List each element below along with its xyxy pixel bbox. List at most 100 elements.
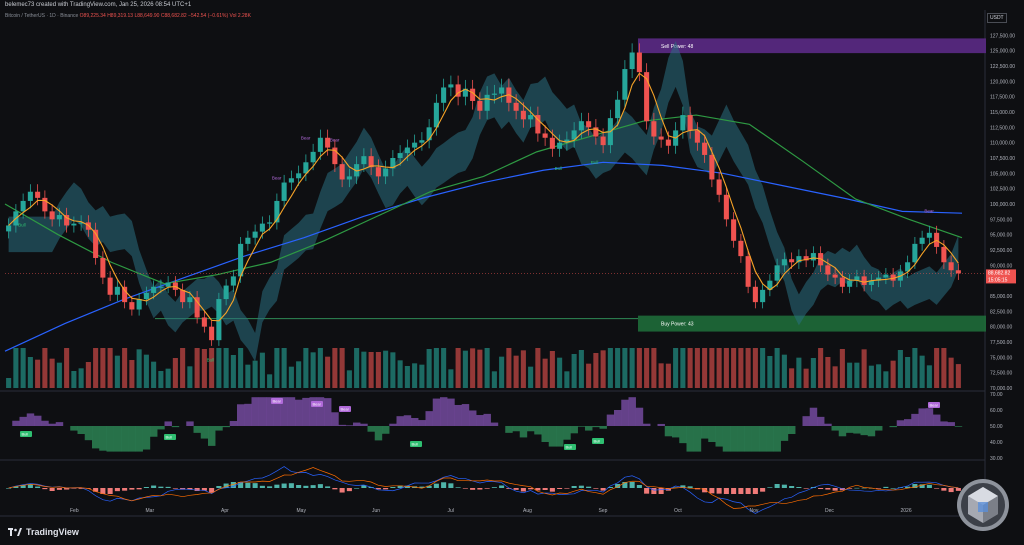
osc-bar — [838, 426, 847, 437]
osc-bar — [302, 397, 310, 426]
osc-bar — [751, 426, 760, 452]
macd-bar — [129, 488, 135, 490]
candle — [194, 290, 200, 324]
candle-body — [825, 265, 831, 275]
candle-body — [397, 153, 403, 158]
price-signal-label: Bull — [591, 160, 599, 165]
osc-bar — [577, 426, 586, 427]
candle — [752, 280, 758, 309]
osc-signal-label: Bull — [412, 442, 419, 447]
volume-bar — [419, 364, 425, 388]
macd-bar — [238, 482, 244, 488]
candle — [216, 292, 222, 346]
candle-body — [651, 121, 657, 137]
y-tick-label: 122,500.00 — [990, 64, 1015, 70]
volume-bar — [789, 368, 795, 388]
tradingview-brand[interactable]: TradingView — [8, 527, 79, 537]
volume-bar — [600, 350, 606, 388]
volume-bar — [876, 364, 882, 388]
y-tick-label: 127,500.00 — [990, 33, 1015, 39]
sell-power-zone: Sell Power: 48 — [638, 38, 986, 54]
osc-signal-badge — [928, 402, 940, 408]
oscillator-area — [12, 397, 963, 452]
macd-bar — [564, 488, 570, 489]
candle-body — [129, 302, 135, 310]
macd-bar — [419, 486, 425, 488]
candle — [636, 43, 642, 82]
candle-body — [158, 286, 164, 288]
osc-bar — [403, 415, 412, 426]
volume-bar — [390, 352, 396, 388]
macd-bar — [796, 487, 802, 488]
volume-bar — [506, 348, 512, 388]
candle — [876, 271, 882, 288]
macd-bar — [854, 487, 860, 489]
volume-bar — [252, 360, 258, 388]
candle-body — [513, 102, 519, 111]
osc-tick-label: 30.00 — [990, 456, 1003, 462]
candle-body — [709, 154, 715, 180]
candle — [868, 274, 874, 292]
symbol-name[interactable]: Bitcoin / TetherUS · 1D · Binance — [5, 13, 79, 19]
candle — [803, 249, 809, 268]
candle — [274, 193, 280, 230]
osc-bar — [193, 426, 201, 433]
macd-bar — [586, 486, 592, 488]
osc-bar — [345, 425, 354, 426]
ma-green-line — [4, 114, 963, 285]
osc-signal-label: Bull — [594, 439, 601, 444]
volume-bar — [673, 348, 679, 388]
candle — [629, 43, 635, 79]
candle — [542, 125, 548, 146]
osc-bar — [396, 416, 404, 426]
volume-bar — [774, 348, 780, 388]
macd-bar — [42, 488, 48, 490]
candle-body — [716, 179, 722, 195]
currency-label[interactable]: USDT — [987, 13, 1007, 23]
candle — [368, 148, 374, 176]
y-tick-label: 115,000.00 — [990, 110, 1015, 116]
osc-signal-badge — [410, 441, 422, 447]
volume-bar — [172, 358, 178, 388]
osc-bar — [150, 426, 158, 437]
candle-body — [528, 115, 534, 120]
candle — [890, 268, 896, 288]
volume-bar — [223, 348, 229, 388]
candle-body — [56, 215, 62, 220]
macd-bar — [941, 488, 947, 491]
osc-bar — [106, 426, 114, 452]
osc-bar — [266, 397, 274, 426]
macd-bar — [281, 483, 287, 488]
osc-bar — [469, 410, 477, 426]
candle — [825, 258, 831, 282]
y-tick-label: 77,500.00 — [990, 340, 1012, 346]
candle-body — [136, 299, 142, 310]
volume-bar — [346, 370, 352, 388]
macd-bar — [890, 488, 896, 489]
candle — [723, 187, 729, 227]
candle — [578, 112, 584, 139]
volume-bar — [818, 348, 824, 388]
x-tick-label: Mar — [146, 508, 155, 514]
osc-bar — [672, 426, 680, 438]
candle — [499, 78, 505, 103]
osc-bar — [215, 426, 223, 431]
osc-bar — [904, 419, 912, 426]
candle — [883, 268, 889, 285]
candle — [64, 207, 70, 233]
candle-body — [325, 137, 331, 148]
volume-bar — [687, 348, 693, 388]
macd-bar — [6, 488, 12, 489]
osc-bar — [55, 422, 64, 426]
x-tick-label: May — [297, 508, 307, 514]
macd-bar — [27, 484, 33, 488]
macd-bar — [818, 488, 824, 489]
macd-bar — [433, 483, 439, 488]
candle-body — [789, 259, 795, 263]
macd-bar — [615, 484, 621, 488]
volume-bar — [912, 348, 918, 388]
macd-bar — [397, 485, 403, 488]
macd-bar — [680, 485, 686, 488]
volume-bar — [542, 358, 548, 388]
